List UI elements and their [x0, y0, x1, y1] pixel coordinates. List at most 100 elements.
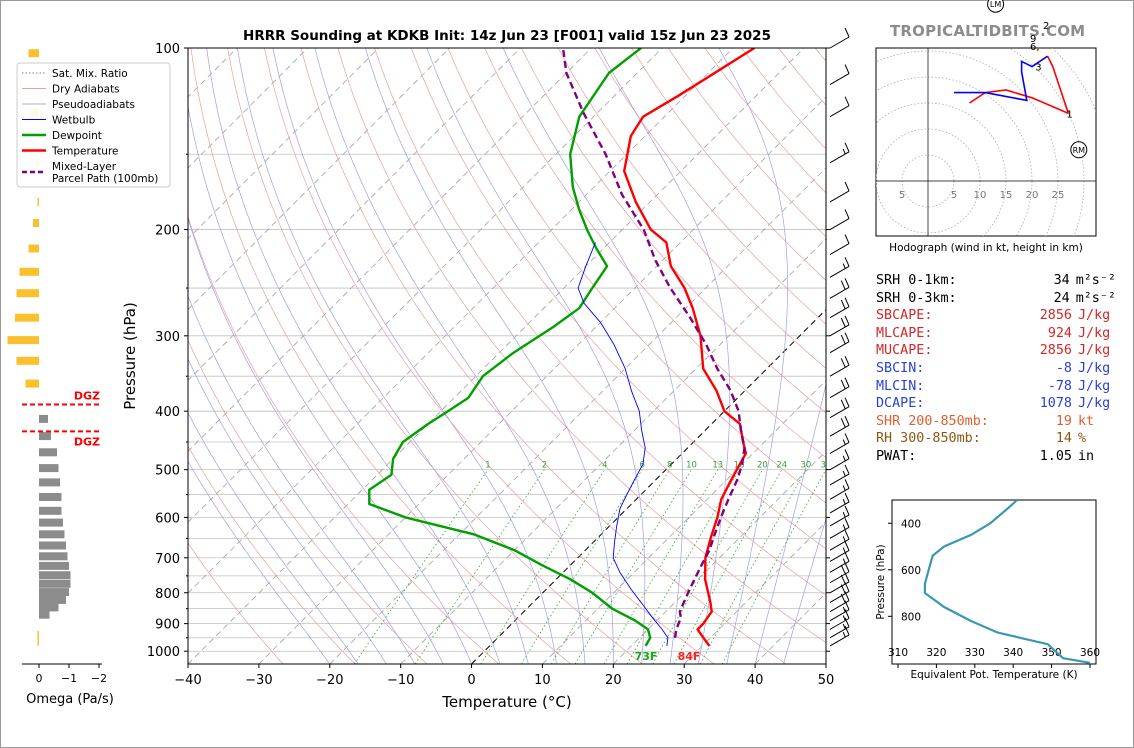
- wind-barb-feather: [844, 27, 850, 38]
- theta-e-y-tick-label: 800: [901, 611, 921, 623]
- isotherm: [258, 96, 826, 664]
- omega-bar: [39, 561, 69, 570]
- omega-bar: [39, 541, 66, 550]
- dry-adiabat: [300, 48, 787, 664]
- wind-barb-staff: [829, 265, 850, 278]
- parameter-unit: J/kg: [1078, 360, 1111, 376]
- wind-barb: [829, 600, 850, 622]
- dgz-label: DGZ: [74, 435, 100, 448]
- omega-tick-label: −1: [61, 672, 77, 685]
- legend: Sat. Mix. Ratio Dry Adiabats Pseudoadiabat…: [16, 62, 171, 188]
- wind-barb-staff: [829, 600, 850, 613]
- y-axis-label: Pressure (hPa): [121, 302, 139, 410]
- wind-barb: [829, 27, 850, 49]
- wind-barb-staff: [829, 190, 850, 203]
- parameter-unit: J/kg: [1078, 378, 1111, 394]
- y-tick-label: 400: [155, 405, 180, 420]
- dewpoint-line: [368, 48, 652, 647]
- parameter-label: MUCAPE:: [876, 343, 933, 359]
- wind-barb-staff: [829, 473, 850, 486]
- wind-barb-staff: [829, 581, 850, 594]
- wind-barb: [829, 278, 850, 299]
- wind-barb: [829, 552, 850, 573]
- wind-barb: [829, 591, 850, 613]
- legend-label: Pseudoadiabats: [52, 99, 135, 111]
- y-tick-label: 900: [155, 618, 180, 633]
- parameter-label: PWAT:: [876, 448, 917, 464]
- omega-bar: [37, 631, 39, 639]
- wind-barb-staff: [829, 341, 850, 354]
- isotherm: [188, 48, 805, 664]
- hodograph-height-label: 9: [1030, 34, 1036, 45]
- theta-e-x-tick-label: 330: [965, 647, 985, 659]
- omega-bar: [39, 579, 71, 588]
- wind-barb-staff: [829, 550, 850, 562]
- wind-barb: [829, 562, 850, 584]
- hodograph-trace: [1046, 55, 1070, 114]
- theta-e-frame: [891, 499, 1097, 665]
- rm-label: RM: [1073, 146, 1086, 155]
- wind-barb-staff: [829, 73, 850, 86]
- y-tick-label: 800: [155, 587, 180, 602]
- mixing-ratio-line: [652, 469, 763, 664]
- x-tick-label: 20: [605, 673, 622, 688]
- hodograph-frame: [875, 47, 1097, 237]
- mixing-ratio-line: [414, 469, 545, 664]
- wind-barb: [829, 315, 850, 337]
- omega-bar: [39, 493, 62, 501]
- omega-bar: [15, 313, 39, 322]
- wind-barb-half-feather: [842, 623, 846, 630]
- wind-barb: [829, 397, 850, 419]
- wind-barb-feather: [844, 96, 850, 106]
- mixing-ratio-label: 36: [820, 461, 831, 471]
- theta-e-x-tick-label: 310: [888, 647, 908, 659]
- y-tick-label: 700: [155, 552, 180, 567]
- omega-bar: [39, 478, 60, 487]
- omega-bar: [39, 588, 69, 597]
- parameter-value: -78: [1047, 378, 1072, 394]
- wind-barb-feather: [844, 609, 850, 619]
- mixing-ratio-label: 2: [542, 461, 547, 471]
- hodograph: 5 5 10 15 20 25 1 2 3 69 LM RM: [875, 0, 1097, 237]
- wind-barb: [829, 572, 850, 594]
- mixing-ratio-label: 13: [712, 461, 723, 471]
- legend-label: Mixed-Layer Parcel Path (100mb): [52, 161, 158, 185]
- isotherm: [188, 48, 734, 594]
- omega-bar: [7, 336, 39, 345]
- y-tick-label: 600: [155, 511, 180, 526]
- mixing-ratio-label: 20: [757, 461, 768, 471]
- theta-e-panel: 400 600 800 310 320 330 340 350 360: [888, 499, 1100, 668]
- wind-barb-feather: [844, 257, 850, 267]
- legend-label-line: Mixed-Layer: [52, 161, 117, 173]
- wind-barb-feather: [844, 355, 850, 366]
- wind-barb-staff: [829, 306, 850, 319]
- omega-bar: [39, 464, 59, 473]
- legend-label-line: Temperature: [51, 146, 119, 158]
- wind-barb-half-feather: [842, 615, 846, 621]
- wind-barb: [829, 433, 850, 454]
- wind-barb-staff: [829, 538, 850, 551]
- wind-barb-staff: [829, 424, 850, 437]
- wind-barb-staff: [829, 218, 850, 231]
- legend-label: Dry Adiabats: [52, 84, 120, 96]
- parameter-label: MLCAPE:: [876, 325, 933, 341]
- mixing-ratio-line: [521, 469, 643, 664]
- pseudoadiabat: [188, 295, 416, 664]
- parameter-unit: J/kg: [1078, 396, 1111, 412]
- parameter-value: 2856: [1039, 343, 1072, 359]
- wind-barb-staff: [829, 487, 850, 500]
- parameter-row: SBCAPE: 2856 J/kg: [876, 307, 1116, 325]
- omega-bar: [39, 518, 63, 527]
- theta-e-y-tick-label: 400: [901, 518, 921, 530]
- wind-barb-staff: [829, 151, 850, 164]
- omega-tick-label: 0: [36, 672, 43, 685]
- parameter-unit: J/kg: [1078, 343, 1111, 359]
- isotherm: [188, 48, 521, 382]
- parameter-row: MLCAPE: 924 J/kg: [876, 325, 1116, 343]
- parameter-value: 34: [1053, 273, 1070, 288]
- theta-e-line: [923, 500, 1091, 664]
- legend-label-line: Dry Adiabats: [52, 84, 120, 96]
- parameter-row: SRH 0-1km: 34 m²s⁻²: [876, 272, 1116, 290]
- parameter-label: SHR 200-850mb:: [876, 413, 989, 429]
- wind-barb-half-feather: [842, 263, 846, 269]
